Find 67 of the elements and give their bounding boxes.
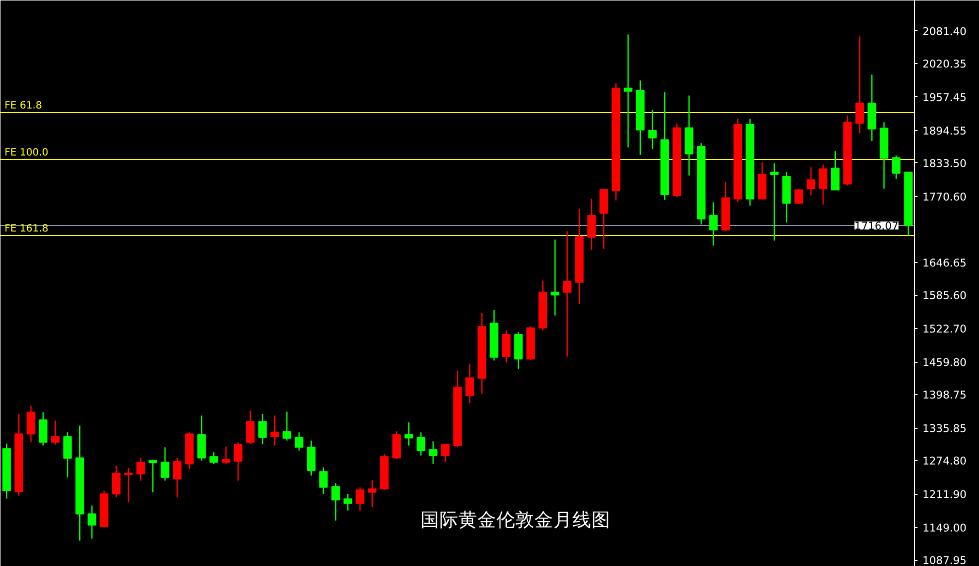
candlestick (258, 413, 267, 445)
y-tick-label: 1274.80 (922, 454, 967, 468)
candlestick (416, 432, 426, 456)
candlestick (197, 414, 206, 462)
candlestick (794, 188, 804, 204)
candlestick (428, 440, 438, 465)
y-tick-label: 1149.00 (922, 522, 967, 535)
ref-line-label: FE 61.8 (4, 100, 42, 112)
candlestick (770, 162, 779, 242)
candlestick (465, 363, 474, 404)
candlestick (51, 420, 60, 446)
candlestick (319, 466, 328, 495)
y-tick-label: 1894.55 (922, 124, 967, 138)
y-tick-label: 1646.65 (922, 256, 967, 270)
y-tick-label: 1398.75 (922, 388, 967, 402)
candlestick (368, 479, 376, 508)
y-tick-label: 2081.40 (922, 24, 967, 38)
candlestick (392, 430, 401, 460)
candlestick (331, 482, 340, 522)
candlestick (306, 440, 316, 476)
candlestick (404, 422, 414, 446)
annotation: 国际黄金伦敦金月线图 (420, 510, 610, 531)
y-tick-label: 2020.35 (922, 57, 967, 70)
candlestick (624, 34, 632, 148)
candlestick (587, 198, 596, 251)
ref-line-label: 1716.07 (854, 220, 899, 233)
candlestick (38, 412, 48, 446)
candlestick (88, 504, 96, 540)
candlestick (818, 164, 828, 206)
y-tick-label: 1087.95 (922, 554, 967, 566)
candlestick (234, 442, 242, 482)
y-tick-label: 1770.60 (922, 190, 967, 204)
candlestick (648, 109, 657, 150)
candlestick (160, 446, 170, 482)
y-tick-label: 1585.60 (922, 289, 967, 302)
candlestick (246, 410, 255, 445)
ref-line-label: FE 100.0 (4, 148, 48, 159)
candlestick (550, 238, 560, 316)
candlestick (344, 493, 352, 512)
candlestick (356, 486, 364, 512)
y-tick-label: 1211.90 (922, 488, 967, 502)
candlestick (222, 446, 230, 465)
candlestick (599, 188, 608, 250)
candlestick (562, 230, 572, 358)
candlestick (502, 330, 511, 363)
candlestick (282, 410, 292, 442)
y-tick-label: 1833.50 (922, 156, 967, 170)
candlestick (172, 457, 182, 498)
candlestick (441, 443, 450, 463)
candlestick (112, 464, 121, 498)
candlestick (136, 457, 145, 482)
ref-line-label: FE 161.8 (4, 224, 48, 235)
candlestick (294, 432, 304, 452)
candlestick (63, 432, 72, 478)
y-tick-label: 1459.80 (922, 356, 967, 370)
y-tick-label: 1522.70 (922, 322, 967, 336)
y-tick-label: 1335.85 (922, 422, 967, 436)
candlestick (855, 36, 864, 134)
candlestick (831, 150, 840, 190)
candlestick (806, 166, 816, 196)
candlestick (26, 404, 36, 443)
candlestick (709, 202, 718, 246)
y-tick-label: 1957.45 (922, 90, 967, 104)
candlestick (148, 458, 158, 493)
candlestick (892, 154, 900, 180)
candlestick (209, 452, 218, 465)
candlestick (270, 414, 279, 446)
